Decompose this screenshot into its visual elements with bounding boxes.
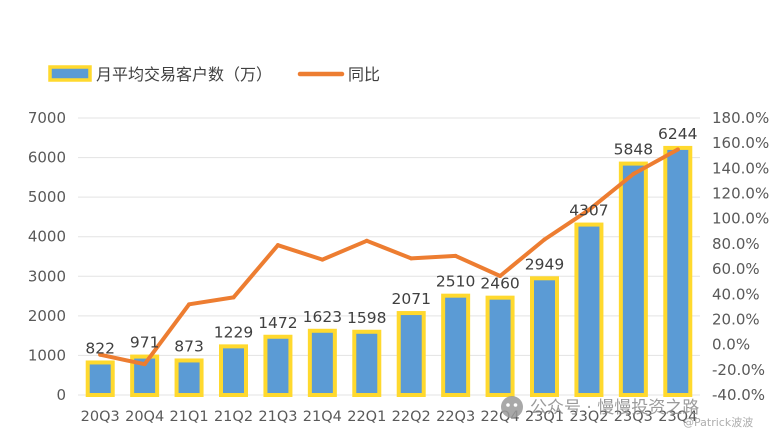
x-tick-label: 22Q2 <box>392 409 431 425</box>
legend: 月平均交易客户数（万） 同比 <box>48 65 380 84</box>
yoy-point <box>409 256 414 261</box>
bar <box>574 222 604 397</box>
x-tick-label: 20Q3 <box>81 409 120 425</box>
bar-data-label: 1472 <box>258 314 297 332</box>
x-tick-label: 21Q3 <box>258 409 297 425</box>
x-axis: 20Q3 20Q4 21Q1 21Q2 21Q3 21Q4 22Q1 22Q2 22Q3 22Q4… <box>81 409 698 425</box>
yoy-point <box>275 243 280 248</box>
bar-data-label: 4307 <box>569 202 608 220</box>
right-tick-label: 40.0% <box>712 285 760 303</box>
x-tick-label: 20Q4 <box>125 409 164 425</box>
x-tick-label: 21Q2 <box>214 409 253 425</box>
x-tick-label: 23Q4 <box>658 409 697 425</box>
bar-data-label: 1598 <box>347 309 386 327</box>
bar <box>530 276 559 398</box>
bar-data-label: 1229 <box>214 323 253 341</box>
watermark: 公众号 · 慢慢投资之路 @Patrick波波 <box>501 396 753 429</box>
x-tick-label: 23Q2 <box>569 409 608 425</box>
legend-swatch-bar <box>48 65 92 82</box>
right-tick-label: 60.0% <box>712 260 760 278</box>
bar <box>85 360 115 398</box>
data-labels: 822 971 873 1229 1472 1623 1598 2071 2510 2460 294… <box>85 125 697 358</box>
bar-data-label: 2460 <box>480 275 519 293</box>
x-tick-label: 21Q1 <box>170 409 209 425</box>
left-tick-label: 6000 <box>28 149 66 167</box>
left-axis: 0 1000 2000 3000 4000 5000 6000 7000 <box>28 109 66 404</box>
bar <box>441 293 471 398</box>
left-tick-label: 1000 <box>28 346 66 364</box>
x-tick-label: 22Q3 <box>436 409 475 425</box>
bar-data-label: 2071 <box>391 290 430 308</box>
right-tick-label: 0.0% <box>712 336 750 354</box>
bar-data-label: 971 <box>130 334 160 352</box>
yoy-point <box>98 352 103 357</box>
left-tick-label: 5000 <box>28 188 66 206</box>
bars <box>85 145 693 398</box>
bar <box>352 329 382 398</box>
watermark-author: @Patrick波波 <box>683 416 753 429</box>
bar <box>396 311 426 398</box>
right-tick-label: -40.0% <box>712 386 765 404</box>
bar-data-label: 873 <box>174 337 204 355</box>
right-axis: -40.0% -20.0% 0.0% 20.0% 40.0% 60.0% 80.0% 100.… <box>712 109 769 404</box>
bar <box>485 295 515 398</box>
right-tick-label: 140.0% <box>712 159 769 177</box>
bar-data-label: 2510 <box>436 273 475 291</box>
bar <box>174 358 204 397</box>
x-tick-label: 22Q1 <box>347 409 386 425</box>
x-tick-label: 21Q4 <box>303 409 342 425</box>
x-tick-label: 23Q3 <box>614 409 653 425</box>
left-tick-label: 0 <box>56 386 66 404</box>
yoy-point <box>231 295 236 300</box>
wechat-icon <box>501 396 523 418</box>
yoy-point <box>453 253 458 258</box>
watermark-brand: 公众号 · 慢慢投资之路 <box>530 397 699 418</box>
left-tick-label: 3000 <box>28 267 66 285</box>
right-tick-label: 180.0% <box>712 109 769 127</box>
bar-data-label: 2949 <box>525 255 564 273</box>
right-tick-label: -20.0% <box>712 361 765 379</box>
yoy-point <box>542 237 547 242</box>
yoy-point <box>320 257 325 262</box>
legend-label-line: 同比 <box>348 65 380 84</box>
right-tick-label: 80.0% <box>712 235 760 253</box>
gridlines <box>78 117 700 396</box>
x-tick-label: 23Q1 <box>525 409 564 425</box>
bar <box>663 145 693 397</box>
bar <box>307 328 337 397</box>
right-tick-label: 100.0% <box>712 210 769 228</box>
bar <box>219 344 248 397</box>
left-tick-label: 2000 <box>28 307 66 325</box>
right-tick-label: 120.0% <box>712 185 769 203</box>
left-tick-label: 4000 <box>28 228 66 246</box>
right-tick-label: 160.0% <box>712 134 769 152</box>
yoy-series-line <box>98 147 680 367</box>
yoy-point <box>675 147 680 152</box>
bar-data-label: 1623 <box>303 308 342 326</box>
yoy-line <box>98 147 680 367</box>
bar <box>618 161 648 397</box>
yoy-point <box>142 362 147 367</box>
bar-data-label: 6244 <box>658 125 697 143</box>
legend-label-bar: 月平均交易客户数（万） <box>96 65 272 84</box>
yoy-point <box>586 207 591 212</box>
bar <box>263 334 293 397</box>
left-tick-label: 7000 <box>28 109 66 127</box>
yoy-point <box>187 302 192 307</box>
bar-data-label: 5848 <box>614 141 653 159</box>
yoy-point <box>631 172 636 177</box>
yoy-point <box>498 274 503 279</box>
bar-data-label: 822 <box>85 339 115 357</box>
right-tick-label: 20.0% <box>712 310 760 328</box>
yoy-point <box>364 238 369 243</box>
